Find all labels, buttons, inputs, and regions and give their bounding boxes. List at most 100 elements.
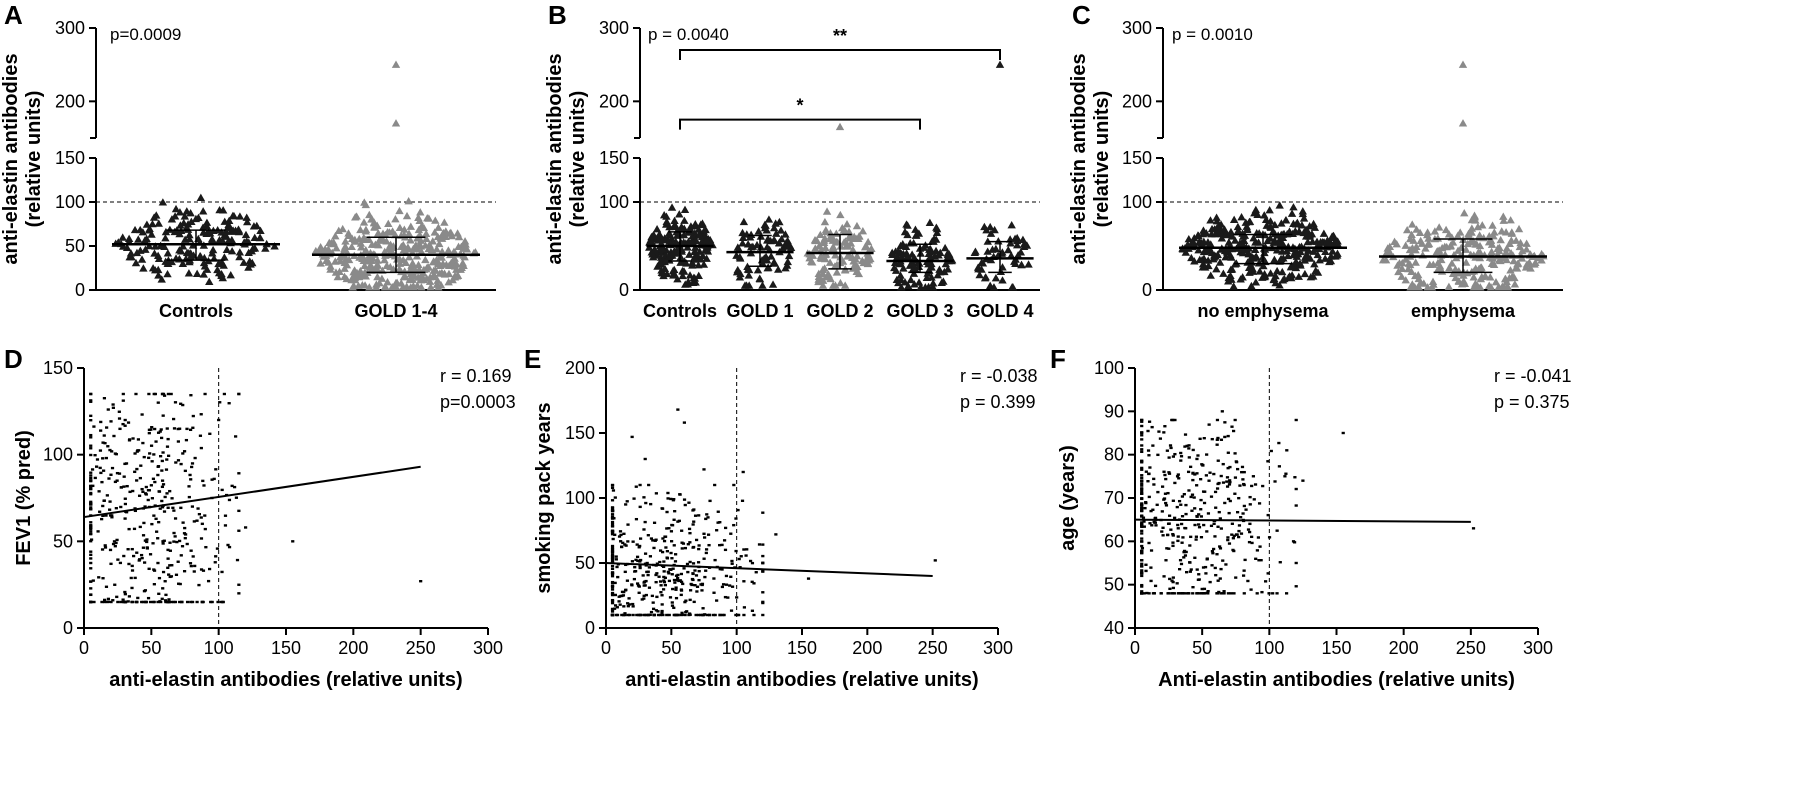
data-point xyxy=(1216,482,1220,486)
data-point xyxy=(919,243,928,251)
data-point xyxy=(1214,225,1223,233)
y-tick-label: 50 xyxy=(575,553,595,573)
y-tick-label: 150 xyxy=(565,423,595,443)
data-point xyxy=(1257,559,1261,562)
data-point xyxy=(836,278,845,287)
data-point xyxy=(648,613,652,617)
data-point xyxy=(1294,487,1298,491)
data-point xyxy=(667,203,677,211)
data-point xyxy=(322,256,331,264)
data-point xyxy=(672,544,676,547)
data-point xyxy=(361,227,370,235)
data-point xyxy=(1507,229,1516,237)
data-point xyxy=(610,532,615,536)
x-tick-label: 0 xyxy=(1130,638,1140,658)
data-point xyxy=(1224,563,1228,566)
data-point xyxy=(830,262,840,270)
data-point xyxy=(610,557,615,560)
data-point xyxy=(1240,465,1245,469)
data-point xyxy=(195,600,199,604)
data-point xyxy=(137,255,147,263)
data-point xyxy=(1176,523,1180,527)
data-point xyxy=(96,530,100,533)
data-point xyxy=(89,503,93,506)
y-tick-label: 0 xyxy=(75,280,85,300)
data-point xyxy=(428,237,437,245)
data-point xyxy=(380,255,389,264)
data-point xyxy=(417,222,427,230)
data-point xyxy=(373,272,382,281)
data-point xyxy=(1233,418,1237,422)
data-point xyxy=(621,594,626,597)
data-point xyxy=(100,480,104,484)
data-point xyxy=(1153,584,1158,588)
data-point xyxy=(1226,538,1230,542)
data-point xyxy=(644,593,648,597)
data-point xyxy=(361,245,371,254)
data-point xyxy=(1471,279,1480,287)
data-point xyxy=(89,561,93,565)
data-point xyxy=(1220,246,1230,255)
data-point xyxy=(145,241,154,250)
data-point xyxy=(724,526,728,530)
data-point xyxy=(124,234,134,243)
data-point xyxy=(1177,499,1182,503)
data-point xyxy=(763,263,772,272)
data-point xyxy=(1189,239,1199,248)
data-point xyxy=(754,571,758,574)
data-point xyxy=(1444,282,1454,290)
data-point xyxy=(1215,487,1220,490)
y-axis-title-line1: anti-elastin antibodies xyxy=(544,53,566,264)
data-point xyxy=(179,554,183,557)
data-point xyxy=(156,600,160,604)
data-point xyxy=(610,549,615,552)
data-point xyxy=(636,613,641,617)
x-axis-title: anti-elastin antibodies (relative units) xyxy=(625,669,978,691)
data-point xyxy=(1242,222,1251,230)
data-point xyxy=(1216,525,1220,528)
data-point xyxy=(1218,545,1222,548)
data-point xyxy=(632,497,636,500)
data-point xyxy=(161,227,171,236)
data-point xyxy=(927,273,936,281)
significance-label: ** xyxy=(833,26,847,46)
data-point xyxy=(705,613,709,617)
data-point xyxy=(691,546,695,549)
data-point xyxy=(1228,479,1232,482)
data-point xyxy=(686,543,690,546)
data-point xyxy=(383,278,392,286)
data-point xyxy=(452,260,461,268)
data-point xyxy=(610,613,615,617)
data-point xyxy=(631,605,635,608)
data-point xyxy=(696,613,701,617)
data-point xyxy=(89,436,93,439)
data-point xyxy=(149,213,159,221)
y-tick-label: 100 xyxy=(43,445,73,465)
data-point xyxy=(182,532,187,535)
data-point xyxy=(769,223,779,232)
data-point xyxy=(1167,472,1172,475)
data-point xyxy=(708,613,712,617)
data-point xyxy=(460,237,470,245)
data-point xyxy=(220,570,224,574)
data-point xyxy=(1151,508,1155,511)
data-point xyxy=(691,509,695,512)
data-point xyxy=(707,543,711,547)
data-point xyxy=(127,439,132,442)
data-point xyxy=(178,600,182,604)
data-point xyxy=(157,490,162,493)
data-point xyxy=(1191,592,1195,595)
data-point xyxy=(996,267,1006,276)
data-point xyxy=(610,551,615,554)
data-point xyxy=(750,609,755,612)
data-point xyxy=(610,486,615,490)
data-point xyxy=(784,251,794,260)
data-point xyxy=(826,231,836,240)
data-point xyxy=(624,503,628,506)
data-point xyxy=(1189,535,1193,539)
data-point xyxy=(1178,558,1183,562)
data-point xyxy=(215,205,224,214)
data-point xyxy=(106,445,110,448)
data-point xyxy=(617,600,621,603)
data-point xyxy=(1228,465,1232,469)
